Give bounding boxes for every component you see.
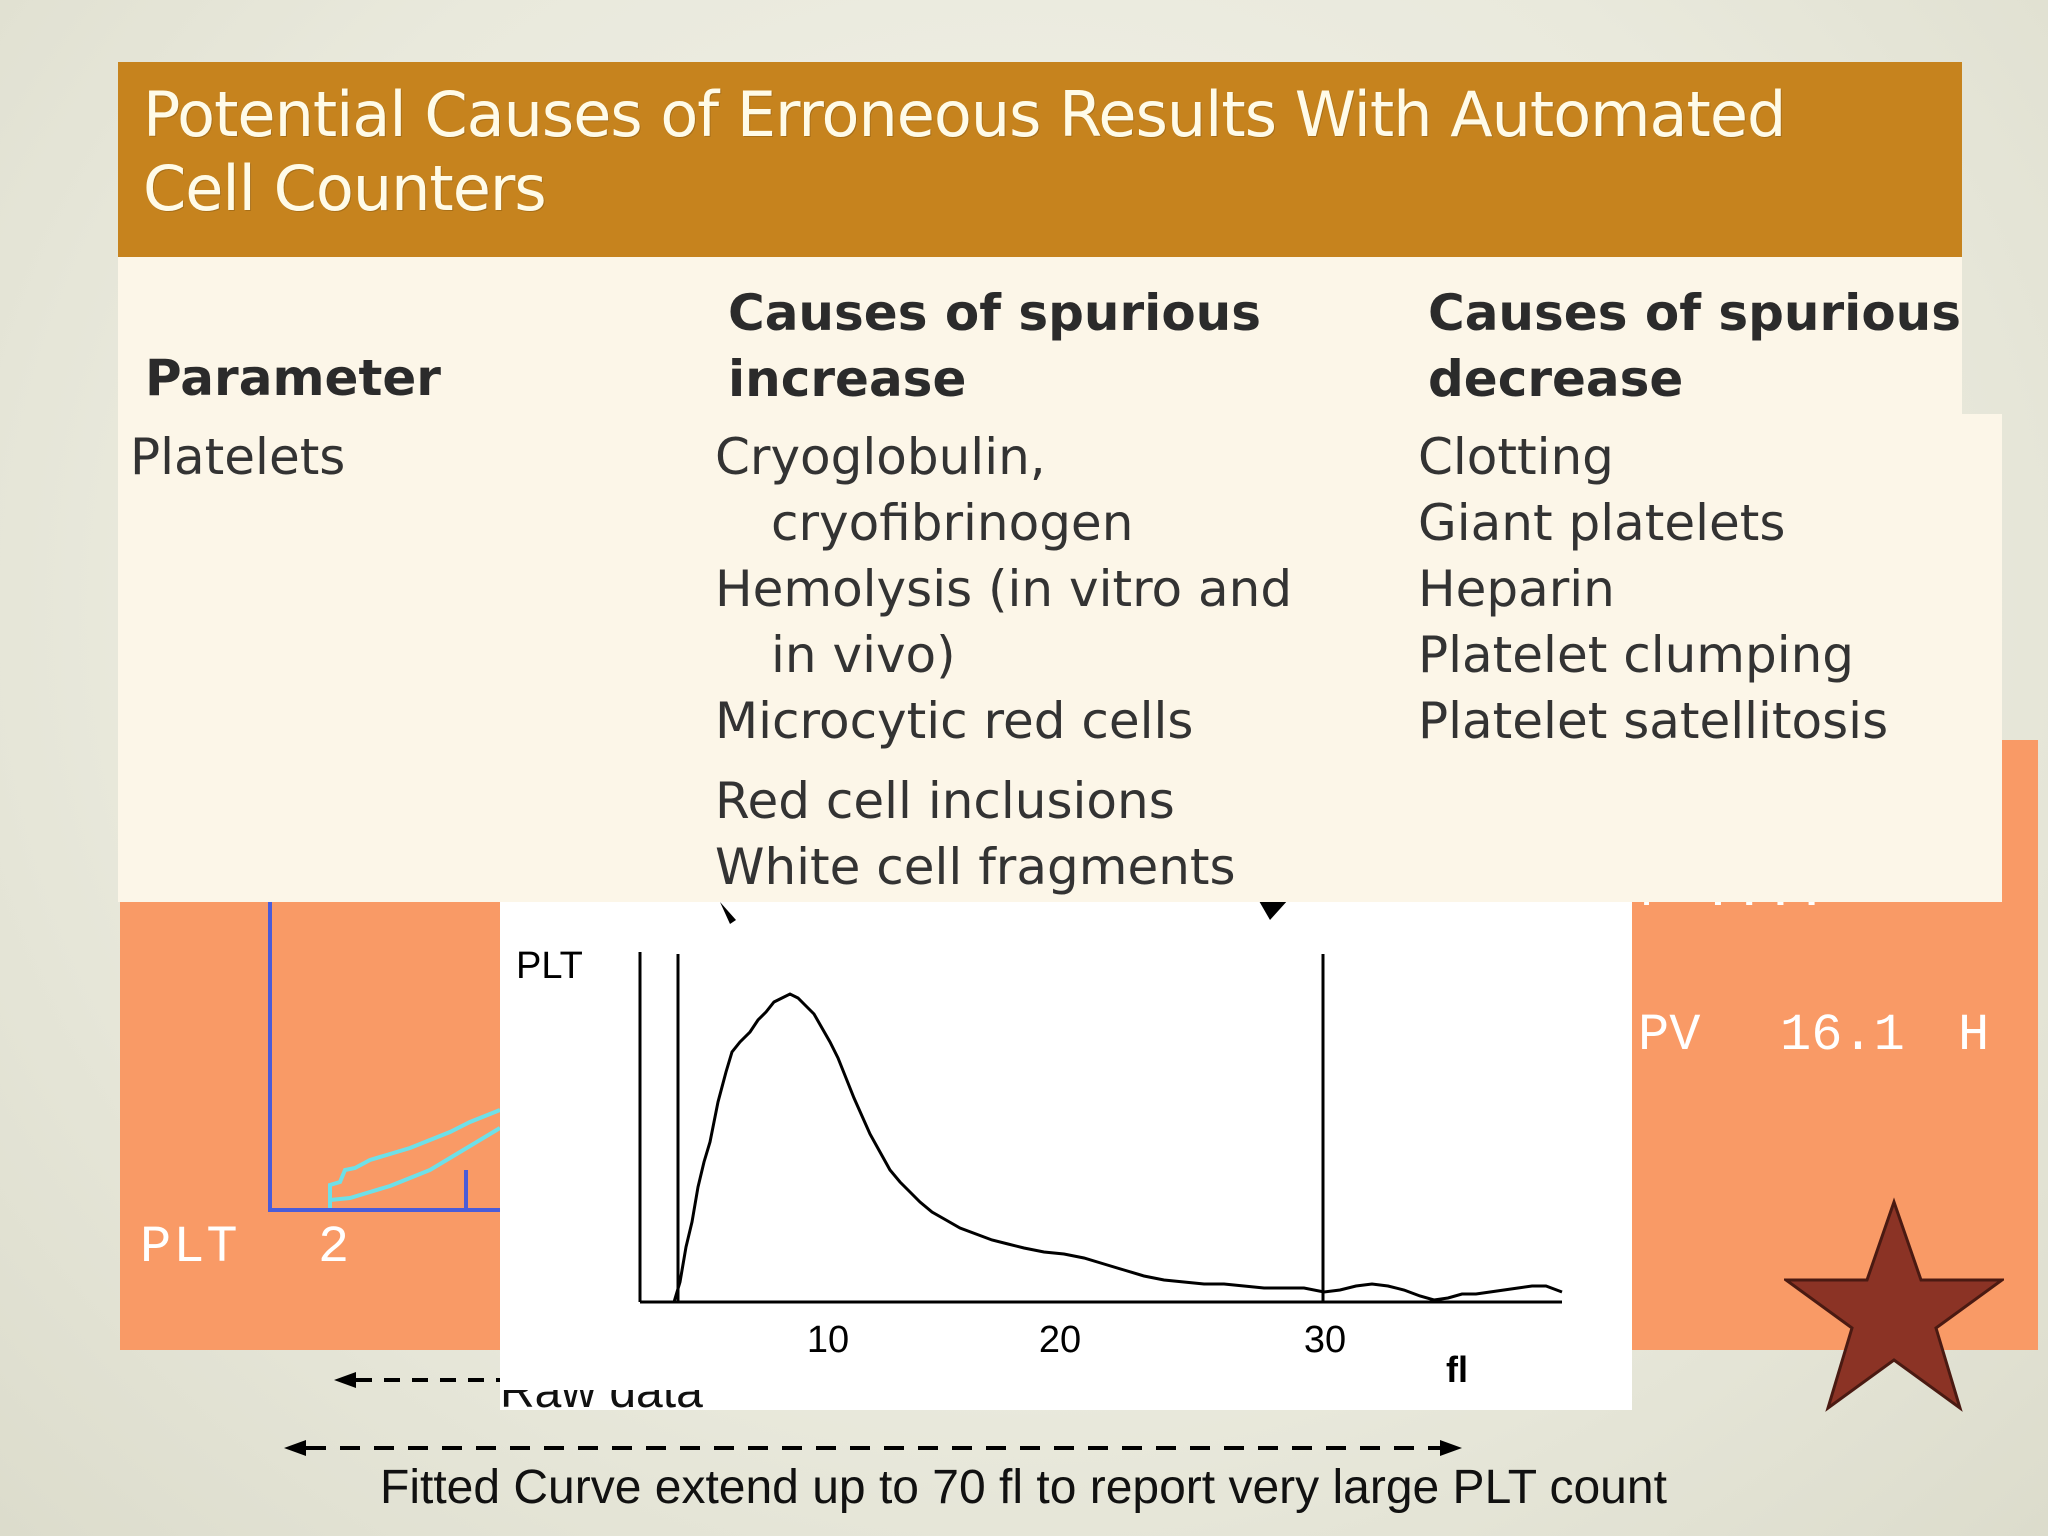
column-header-parameter: Parameter [145,349,441,407]
increase-cause-item: White cell fragments [715,838,1236,896]
decrease-cause-item: Clotting [1418,428,1614,486]
arrow-left-head [720,902,736,924]
decrease-cause-item: Heparin [1418,560,1615,618]
fitted-curve-arrow-right [1440,1440,1462,1456]
x-tick-30: 30 [1304,1319,1346,1361]
decrease-cause-item: Platelet clumping [1418,626,1855,684]
cell-decrease-causes: Clotting Giant platelets Heparin Platelet c… [1418,424,1888,754]
increase-cause-item: Microcytic red cells [715,692,1194,750]
x-tick-20: 20 [1039,1319,1081,1361]
column-header-increase: Causes of spurious increase [728,280,1261,412]
mpv-label: PV [1638,1006,1701,1065]
table-title-line-1: Potential Causes of Erroneous Results Wi… [143,78,1786,151]
increase-cause-item: Red cell inclusions [715,772,1175,830]
increase-cause-item: Hemolysis (in vitro and [715,560,1293,618]
causes-table-header [118,62,1962,257]
arrow-right-head [1259,902,1287,920]
histogram-curve [672,992,1563,1303]
mini-histogram-curve-upper [328,1108,501,1208]
x-tick-10: 10 [807,1319,849,1361]
fitted-curve-arrow-left [284,1440,306,1456]
increase-cause-item: Cryoglobulin, [715,428,1046,486]
causes-table-edge [1962,414,2002,902]
raw-data-arrow-head [334,1372,356,1388]
range-arrows [284,1372,1462,1456]
column-header-decrease-line-1: Causes of spurious [1428,284,1962,342]
star-icon [1784,1197,2004,1412]
table-title-line-2: Cell Counters [143,152,547,225]
increase-cause-item: cryofibrinogen [771,494,1134,552]
platelet-histogram: PLT 10 20 30 fl [500,902,1632,1410]
mpv-value: 16.1 [1780,1006,1905,1065]
plt-label: PLT [140,1218,240,1277]
column-header-increase-line-1: Causes of spurious [728,284,1262,342]
raw-data-label: Raw data [500,1390,703,1418]
analyzer-mini-histogram [268,900,502,1212]
decrease-cause-item: Platelet satellitosis [1418,692,1889,750]
histogram-y-label: PLT [516,945,583,987]
x-unit-label: fl [1446,1349,1468,1390]
column-header-decrease-line-2: decrease [1428,350,1684,408]
table-title: Potential Causes of Erroneous Results Wi… [143,78,1843,226]
fitted-curve-caption: Fitted Curve extend up to 70 fl to repor… [380,1461,1667,1514]
mini-histogram-axes [268,900,500,1212]
increase-cause-item: in vivo) [771,626,956,684]
plt-value: 2 [318,1218,350,1277]
decrease-cause-item: Giant platelets [1418,494,1786,552]
cell-parameter: Platelets [130,428,346,486]
column-header-increase-line-2: increase [728,350,967,408]
column-header-decrease: Causes of spurious decrease [1428,280,1961,412]
cell-increase-causes: Cryoglobulin, cryofibrinogen Hemolysis (in… [715,424,1292,900]
mpv-flag: H [1958,1006,1990,1065]
mini-histogram-curve-lower [329,1126,502,1202]
